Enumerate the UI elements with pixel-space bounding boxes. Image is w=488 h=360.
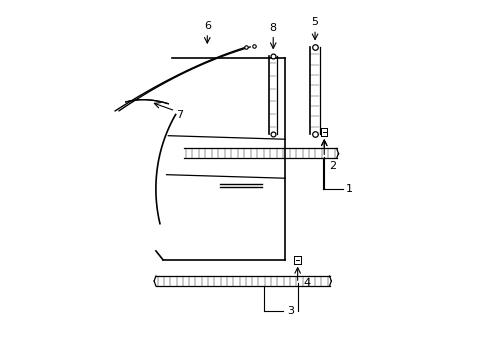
Text: 3: 3 [286,306,293,316]
Text: 4: 4 [303,278,309,288]
Text: 1: 1 [346,184,352,194]
Text: 7: 7 [176,111,183,121]
Text: 5: 5 [311,17,318,27]
Text: 8: 8 [269,23,276,33]
Text: 2: 2 [329,161,336,171]
Text: 6: 6 [203,21,210,31]
